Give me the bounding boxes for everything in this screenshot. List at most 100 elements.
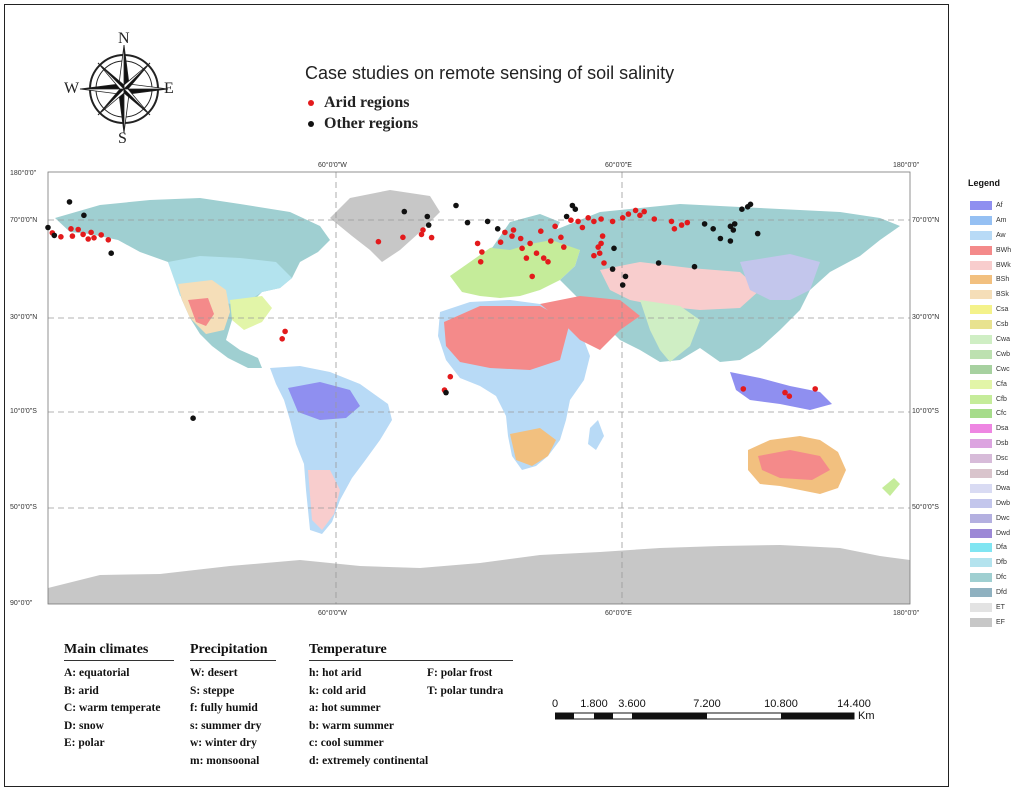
left-tick-1: 70°0'0"N: [10, 217, 38, 224]
arid-site-marker: [548, 238, 554, 244]
arid-site-marker: [527, 240, 533, 247]
legend-swatch: [970, 215, 992, 225]
legend-swatch: [970, 334, 992, 344]
other-site-marker: [747, 201, 754, 208]
scale-label: 7.200: [693, 698, 721, 710]
main-climate-item: D: snow: [64, 719, 104, 732]
arid-site-marker: [519, 245, 525, 252]
legend-swatch: [970, 245, 992, 255]
legend-label: Cwb: [996, 350, 1011, 358]
top-tick-180: 180°0'0": [893, 162, 920, 169]
other-site-marker: [622, 273, 629, 280]
scale-label: 0: [551, 698, 559, 710]
legend-swatch: [970, 602, 992, 612]
right-tick-0: 70°0'0"N: [912, 217, 940, 224]
legend-label: Am: [996, 216, 1007, 224]
main-climate-item: A: equatorial: [64, 667, 130, 679]
other-site-marker: [453, 202, 459, 209]
legend-item: BSk: [962, 287, 1022, 302]
arid-site-marker: [282, 328, 288, 335]
other-site-marker: [717, 235, 724, 242]
compass-south: S: [118, 130, 127, 147]
left-tick-4: 50°0'0"S: [10, 504, 37, 511]
legend-item: Dsc: [962, 451, 1022, 466]
arid-site-marker: [740, 386, 747, 392]
other-site-marker: [108, 250, 114, 256]
legend-item: Am: [962, 213, 1022, 228]
precip-item: w: winter dry: [190, 737, 257, 749]
arid-site-marker: [279, 336, 286, 342]
scale-label: 1.800: [580, 698, 608, 710]
other-site-marker: [401, 208, 408, 215]
land-sa-amazon: [288, 382, 360, 420]
legend-label: Dfd: [996, 589, 1007, 597]
legend-label: Dsb: [996, 440, 1009, 448]
scale-bar: 0 1.800 3.600 7.200 10.800 14.400 Km: [552, 698, 882, 738]
arid-site-marker: [596, 250, 603, 256]
legend-swatch: [970, 617, 992, 627]
arid-site-marker: [533, 250, 540, 256]
legend-label: BSh: [996, 276, 1010, 284]
arid-site-marker: [400, 234, 406, 241]
other-site-marker: [609, 266, 616, 272]
legend-item: Cfa: [962, 377, 1022, 392]
legend-label: Cfa: [996, 380, 1007, 388]
world-map: [45, 171, 911, 605]
arid-dot-icon: [308, 100, 314, 107]
arid-site-marker: [619, 215, 626, 221]
arid-site-marker: [684, 219, 691, 226]
arid-site-marker: [591, 252, 597, 259]
legend-label: Dfc: [996, 574, 1007, 582]
arid-site-marker: [69, 233, 76, 239]
land-greenland: [330, 190, 440, 262]
other-site-marker: [464, 219, 471, 226]
compass-north: N: [118, 30, 130, 47]
main-climates-title: Main climates: [64, 642, 174, 661]
legend-label: Dfb: [996, 559, 1007, 567]
arid-site-marker: [58, 234, 64, 240]
key-precipitation: Precipitation W: desert S: steppe f: ful…: [190, 642, 276, 772]
legend-label: Cwa: [996, 335, 1011, 343]
legend-swatch: [970, 200, 992, 210]
legend-swatch: [970, 409, 992, 419]
other-site-marker: [425, 222, 432, 228]
arid-site-marker: [579, 224, 586, 231]
legend-swatch: [970, 349, 992, 359]
right-tick-3: 50°0'0"S: [912, 504, 939, 511]
legend-swatch: [970, 424, 992, 434]
other-site-marker: [619, 282, 626, 288]
legend-item: EF: [962, 615, 1022, 630]
land-new-zealand: [882, 478, 900, 496]
legend-swatch: [970, 364, 992, 374]
legend-item: ET: [962, 600, 1022, 615]
top-tick-60w: 60°0'0"W: [318, 162, 347, 169]
compass-icon: [79, 44, 169, 134]
precip-item: f: fully humid: [190, 702, 258, 714]
compass-east: E: [164, 80, 174, 97]
precip-item: S: steppe: [190, 684, 235, 697]
land-south-africa: [510, 428, 556, 466]
legend-item: Dwb: [962, 496, 1022, 511]
legend-item: Cwa: [962, 332, 1022, 347]
land-se-asia: [730, 372, 832, 410]
other-site-marker: [731, 221, 738, 227]
arid-site-marker: [786, 393, 793, 400]
legend-label: BWh: [996, 246, 1012, 254]
precip-item: W: desert: [190, 667, 238, 679]
legend-item: Af: [962, 198, 1022, 213]
legend-label: Cwc: [996, 365, 1010, 373]
legend-label: Cfc: [996, 410, 1007, 418]
legend-swatch: [970, 513, 992, 523]
arid-site-marker: [575, 218, 581, 225]
legend-item: Csa: [962, 302, 1022, 317]
other-site-marker: [730, 227, 737, 233]
arid-site-marker: [68, 226, 74, 232]
main-climate-item: B: arid: [64, 684, 99, 697]
legend-swatch: [970, 498, 992, 508]
legend-item: Dfb: [962, 555, 1022, 570]
legend-label: Dsa: [996, 425, 1009, 433]
arid-site-marker: [497, 239, 504, 245]
arid-site-marker: [75, 226, 81, 233]
land-na-humid: [230, 296, 272, 330]
legend-label: BSk: [996, 291, 1009, 299]
